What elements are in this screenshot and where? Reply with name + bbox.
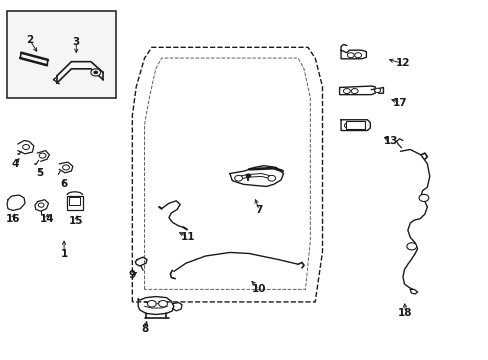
Text: 9: 9 bbox=[128, 270, 136, 280]
Circle shape bbox=[38, 203, 44, 207]
Bar bbox=[6, 12, 116, 98]
Text: 11: 11 bbox=[181, 232, 195, 242]
Circle shape bbox=[147, 301, 156, 307]
Circle shape bbox=[354, 53, 361, 58]
Circle shape bbox=[343, 89, 349, 94]
Text: 13: 13 bbox=[383, 136, 397, 145]
Circle shape bbox=[418, 194, 428, 202]
Text: 6: 6 bbox=[61, 179, 67, 189]
Circle shape bbox=[350, 89, 357, 94]
Text: 5: 5 bbox=[36, 168, 43, 178]
Text: 18: 18 bbox=[397, 308, 412, 318]
Circle shape bbox=[94, 71, 98, 74]
Circle shape bbox=[39, 153, 46, 158]
Text: 15: 15 bbox=[69, 216, 83, 226]
Circle shape bbox=[346, 53, 353, 58]
Circle shape bbox=[357, 123, 364, 128]
Text: 3: 3 bbox=[73, 37, 80, 47]
Circle shape bbox=[62, 165, 69, 170]
Text: 10: 10 bbox=[251, 284, 266, 294]
Bar bbox=[345, 121, 365, 129]
Text: 17: 17 bbox=[392, 98, 407, 108]
Circle shape bbox=[406, 243, 416, 250]
Text: 1: 1 bbox=[61, 248, 67, 258]
Text: 4: 4 bbox=[12, 159, 19, 169]
Circle shape bbox=[158, 301, 167, 307]
Text: 7: 7 bbox=[255, 206, 262, 216]
Circle shape bbox=[22, 144, 29, 149]
Bar bbox=[69, 197, 80, 205]
Circle shape bbox=[344, 123, 350, 128]
Bar bbox=[67, 196, 82, 211]
Circle shape bbox=[234, 175, 242, 181]
Text: 12: 12 bbox=[395, 58, 409, 68]
Circle shape bbox=[374, 88, 380, 93]
Circle shape bbox=[245, 174, 250, 177]
Text: 14: 14 bbox=[40, 215, 54, 224]
Text: 16: 16 bbox=[6, 215, 20, 224]
Circle shape bbox=[91, 69, 101, 76]
Circle shape bbox=[267, 175, 275, 181]
Text: 2: 2 bbox=[26, 35, 34, 45]
Text: 8: 8 bbox=[141, 324, 148, 334]
